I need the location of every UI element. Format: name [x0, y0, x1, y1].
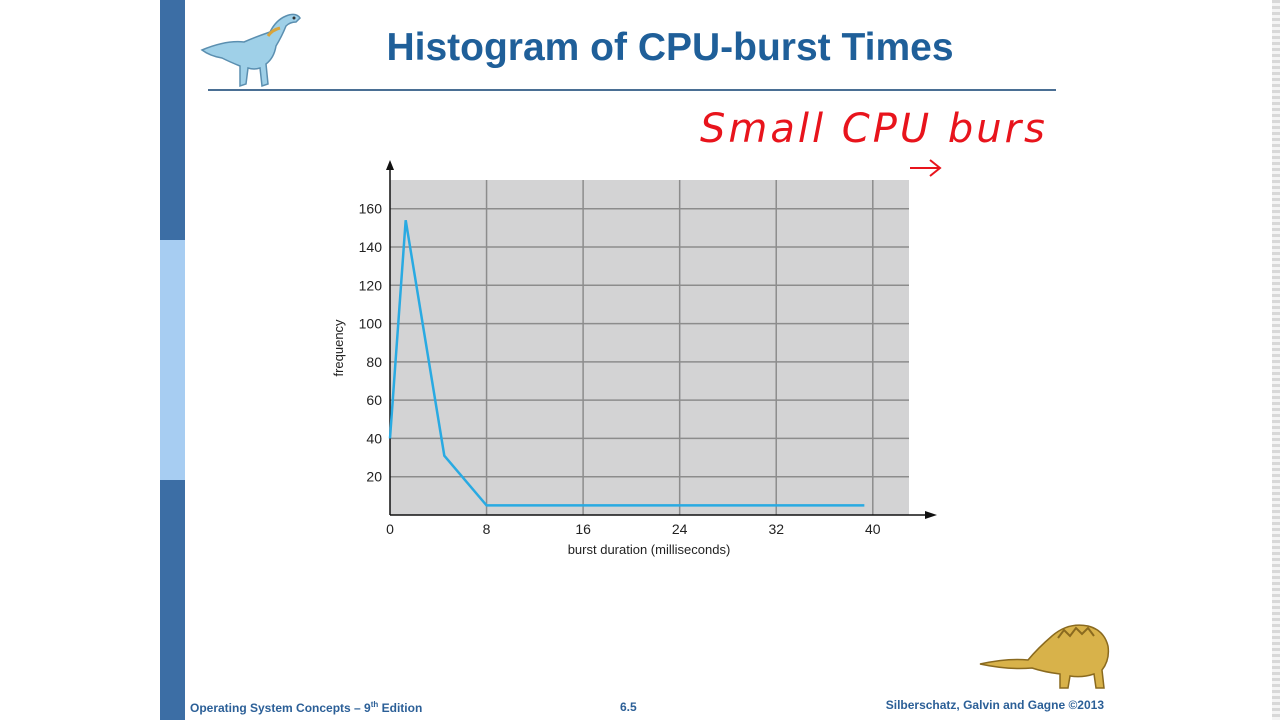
y-tick-label: 140 — [359, 239, 383, 255]
series-line — [388, 219, 865, 507]
slide-title: Histogram of CPU-burst Times — [386, 26, 954, 69]
x-tick-label: 16 — [575, 521, 591, 537]
handwritten-arrow — [910, 159, 942, 177]
x-tick-label: 0 — [386, 521, 394, 537]
y-tick-label: 160 — [359, 201, 383, 217]
tick-labels: 0 8 16 24 32 40 20 40 60 80 100 120 140 160 — [359, 201, 881, 537]
screen-edge-strip — [1272, 0, 1280, 720]
plot-area — [390, 180, 909, 515]
dinosaur-logo-icon — [200, 13, 301, 88]
y-axis-arrow — [386, 160, 394, 170]
axes — [386, 160, 937, 519]
x-axis-label: burst duration (milliseconds) — [568, 542, 731, 557]
footer-book-sup: th — [370, 700, 379, 709]
handwritten-note: Small CPU burst — [700, 106, 1050, 152]
y-tick-label: 60 — [366, 392, 382, 408]
x-tick-label: 8 — [483, 521, 491, 537]
x-axis-arrow — [925, 511, 937, 519]
footer-copyright: Silberschatz, Galvin and Gagne ©2013 — [885, 698, 1104, 712]
handwritten-annotation: Small CPU burst — [700, 106, 1050, 177]
title-divider — [208, 89, 1056, 91]
footer-book-main: Operating System Concepts – 9 — [190, 701, 371, 715]
x-tick-label: 24 — [672, 521, 688, 537]
x-tick-label: 40 — [865, 521, 881, 537]
x-tick-label: 32 — [768, 521, 784, 537]
y-tick-label: 100 — [359, 316, 383, 332]
letterbox-left — [0, 0, 160, 720]
y-axis-label: frequency — [331, 319, 346, 377]
y-tick-label: 40 — [366, 430, 382, 446]
letterbox-right — [1120, 0, 1280, 720]
slide-sidebar-highlight — [160, 240, 185, 480]
y-tick-label: 120 — [359, 277, 383, 293]
footer-book-title: Operating System Concepts – 9th Edition — [190, 700, 422, 715]
y-tick-label: 20 — [366, 469, 382, 485]
page-number: 6.5 — [620, 700, 637, 714]
grid-lines — [390, 180, 909, 515]
footer-book-end: Edition — [378, 701, 423, 715]
histogram-chart: 0 8 16 24 32 40 20 40 60 80 100 120 140 160 burst dur… — [331, 160, 937, 557]
y-tick-label: 80 — [366, 354, 382, 370]
dinosaur-footer-icon — [979, 624, 1110, 689]
slide: Histogram of CPU-burst Times Small CPU b… — [160, 0, 1120, 720]
